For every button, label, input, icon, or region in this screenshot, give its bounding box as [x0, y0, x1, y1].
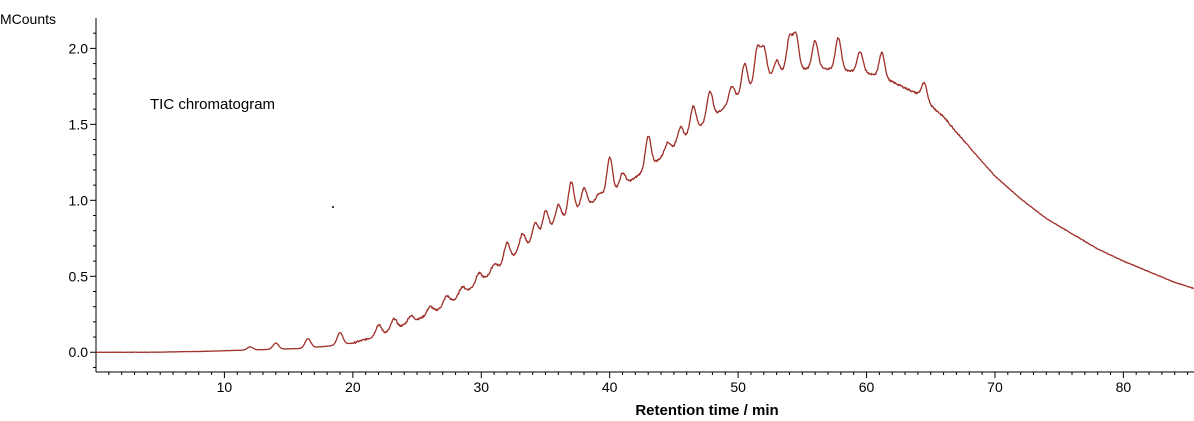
y-tick-label: 2.0 [69, 40, 89, 56]
y-tick-label: 0.5 [69, 268, 89, 284]
x-tick-label: 50 [730, 379, 746, 395]
x-tick-label: 70 [987, 379, 1003, 395]
x-axis-title: Retention time / min [635, 402, 778, 419]
y-tick-label: 1.0 [69, 192, 89, 208]
x-tick-label: 40 [602, 379, 618, 395]
x-tick-label: 80 [1116, 379, 1132, 395]
y-axis-unit-label: MCounts [0, 11, 56, 27]
stray-dot [332, 206, 334, 208]
y-tick-label: 0.0 [69, 344, 89, 360]
axes [95, 18, 1194, 373]
y-tick-label: 1.5 [69, 116, 89, 132]
chart-annotation: TIC chromatogram [150, 96, 275, 113]
x-tick-label: 30 [473, 379, 489, 395]
ticks: 0.0 0.5 1.0 1.5 2.0 10 20 30 40 50 60 70 80 [69, 32, 1189, 395]
x-tick-label: 60 [859, 379, 875, 395]
tic-trace-line [95, 31, 1194, 354]
plot-area [95, 31, 1194, 354]
x-tick-label: 20 [345, 379, 361, 395]
x-tick-label: 10 [217, 379, 233, 395]
